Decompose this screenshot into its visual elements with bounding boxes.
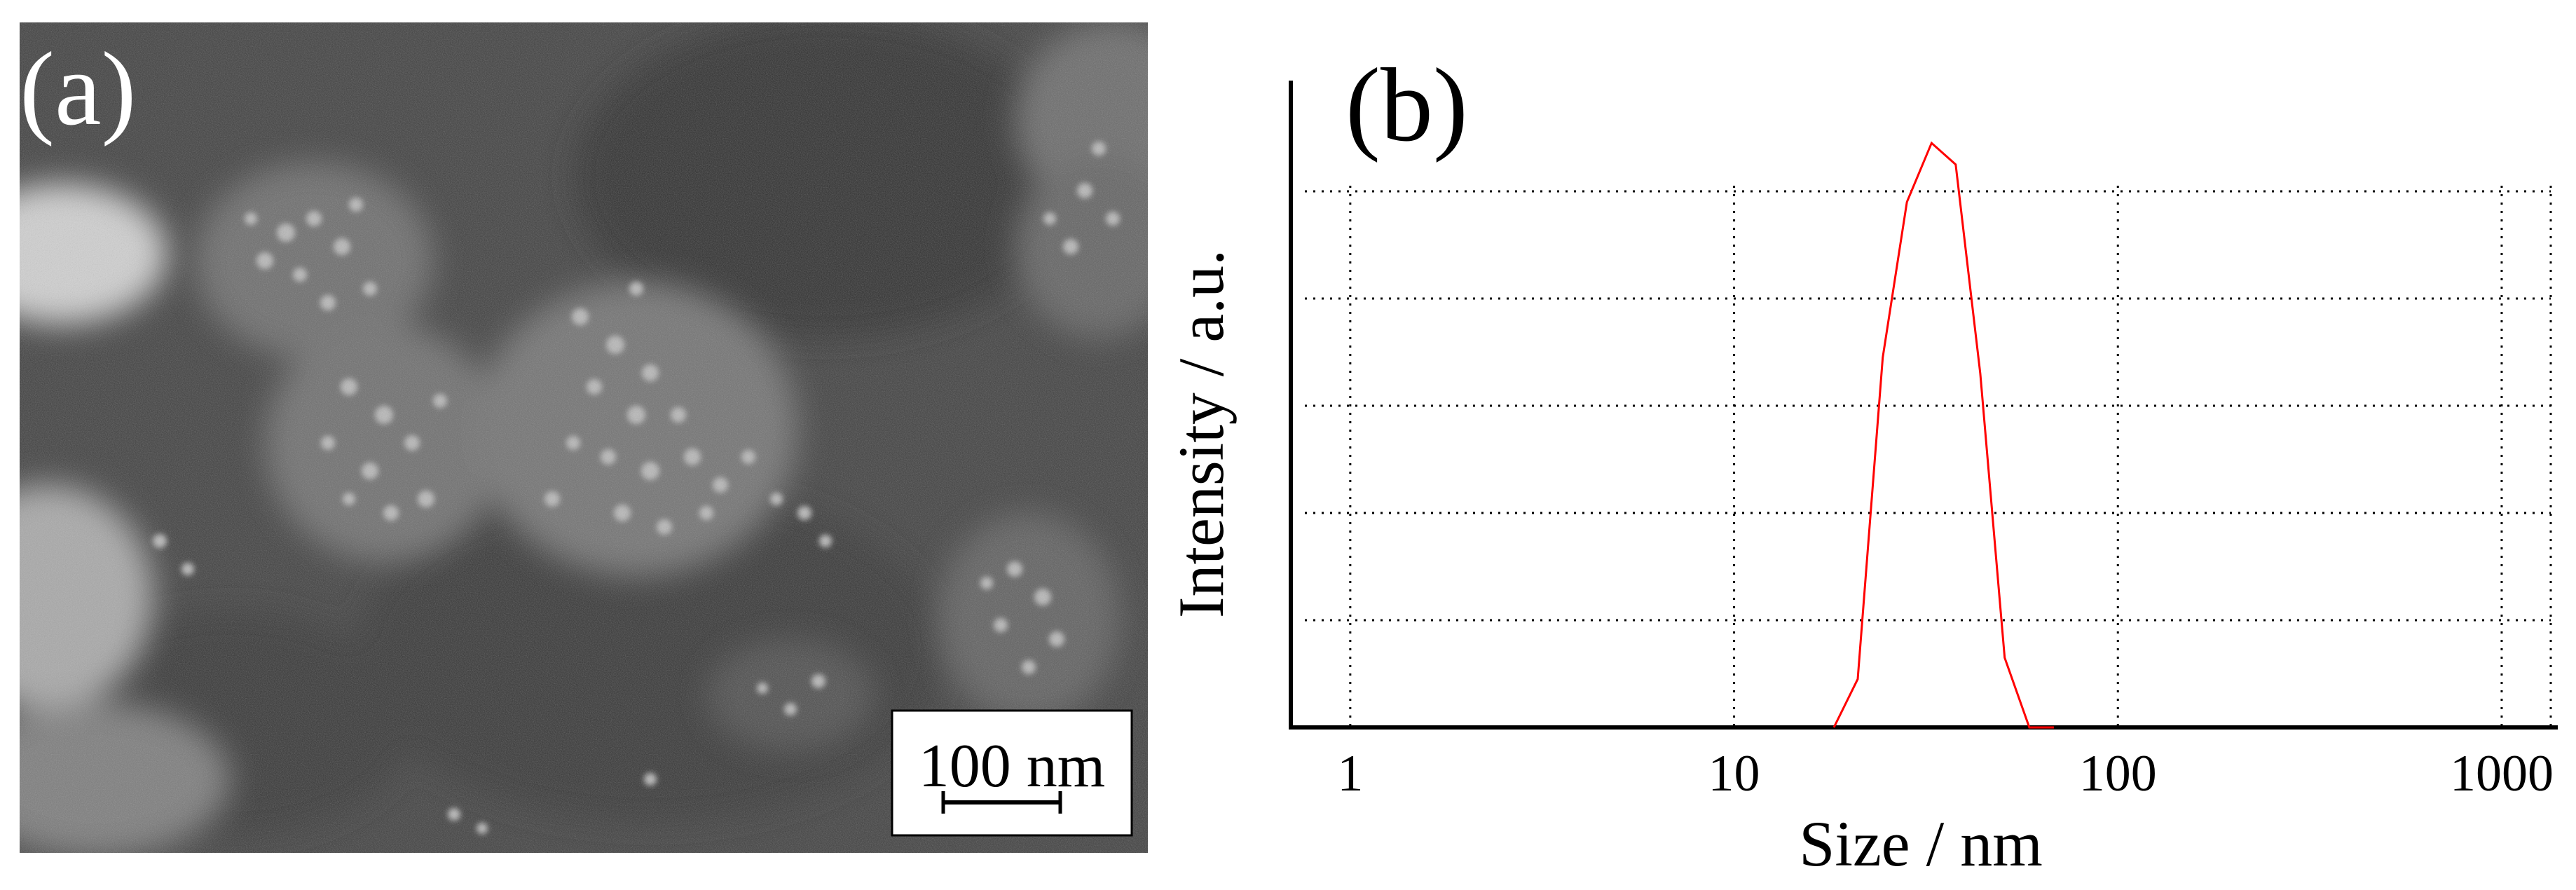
x-tick-label: 10 bbox=[1708, 745, 1760, 802]
grid bbox=[1305, 186, 2552, 727]
x-ticks: 1 10 100 1000 bbox=[1337, 745, 2554, 802]
size-distribution-chart: 1 10 100 1000 (b) Size / nm Intensity / a.u… bbox=[1165, 47, 2558, 879]
size-distribution-panel: 1 10 100 1000 (b) Size / nm Intensity / a.u… bbox=[1149, 0, 2576, 890]
series bbox=[1832, 141, 2054, 729]
x-tick-label: 1 bbox=[1337, 745, 1363, 802]
scale-bar-label: 100 nm bbox=[919, 732, 1105, 800]
micrograph-image: (a) 100 nm bbox=[20, 22, 1148, 853]
panel-a-label: (a) bbox=[20, 31, 136, 147]
x-tick-label: 1000 bbox=[2450, 745, 2554, 802]
scale-bar: 100 nm bbox=[891, 709, 1133, 837]
axes bbox=[1289, 81, 2558, 730]
y-axis-title: Intensity / a.u. bbox=[1165, 249, 1237, 618]
x-axis-title: Size / nm bbox=[1799, 808, 2043, 879]
x-tick-label: 100 bbox=[2079, 745, 2157, 802]
series-line bbox=[1832, 141, 2054, 729]
micrograph-panel: (a) 100 nm bbox=[20, 22, 1148, 853]
panel-b-label: (b) bbox=[1345, 47, 1468, 163]
